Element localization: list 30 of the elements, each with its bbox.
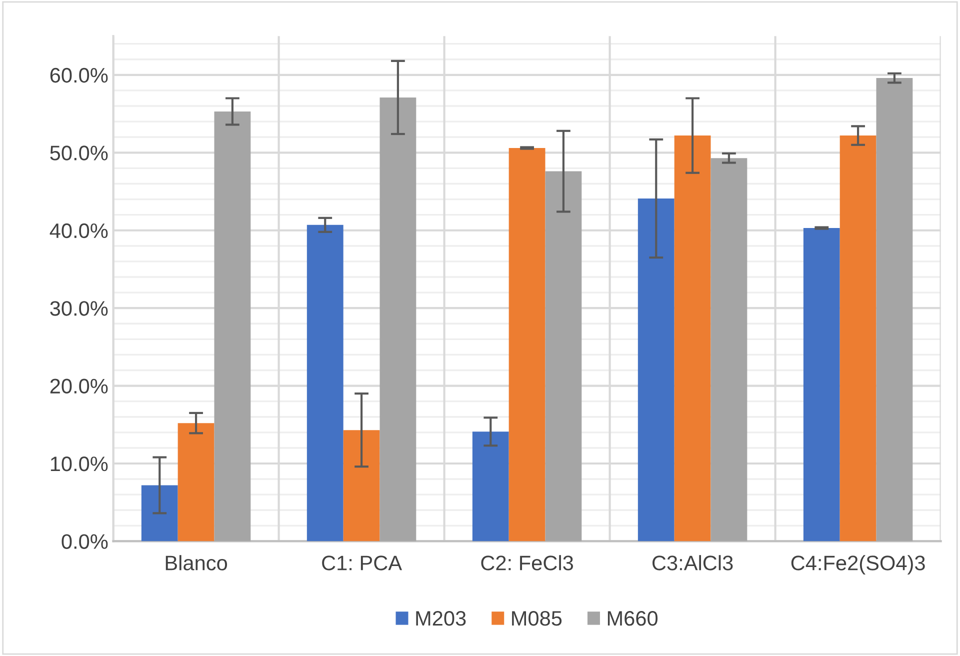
x-tick-label: C2: FeCl3 — [481, 555, 574, 570]
bar — [141, 485, 178, 542]
y-tick-label: 30.0% — [50, 301, 108, 316]
bar — [710, 158, 748, 542]
x-tick-label: Blanco — [166, 555, 228, 570]
legend-label: M203 — [416, 611, 466, 626]
bar — [840, 136, 876, 542]
legend-label: M660 — [608, 611, 658, 626]
y-tick-label: 10.0% — [50, 456, 108, 472]
bar — [472, 432, 509, 542]
x-tick-label: C4:Fe2(SO4)3 — [791, 555, 925, 574]
y-tick-label: 40.0% — [50, 223, 108, 238]
bar — [306, 224, 344, 542]
legend-label: M085 — [512, 611, 562, 626]
x-tick-label: C3:AlCl3 — [652, 555, 733, 570]
bar — [638, 198, 674, 542]
y-tick-label: 50.0% — [50, 146, 108, 160]
bar — [380, 97, 416, 542]
bar — [803, 228, 840, 542]
bar — [674, 136, 711, 542]
y-tick-label: 0.0% — [62, 534, 108, 549]
bar — [545, 171, 582, 542]
y-tick-label: 60.0% — [50, 68, 108, 83]
x-tick-label: C1: PCA — [322, 556, 402, 570]
bar — [876, 78, 913, 542]
y-tick-label: 20.0% — [50, 378, 108, 394]
bar — [343, 430, 380, 542]
bar — [178, 423, 214, 542]
bar — [214, 111, 251, 542]
bar — [508, 148, 546, 542]
